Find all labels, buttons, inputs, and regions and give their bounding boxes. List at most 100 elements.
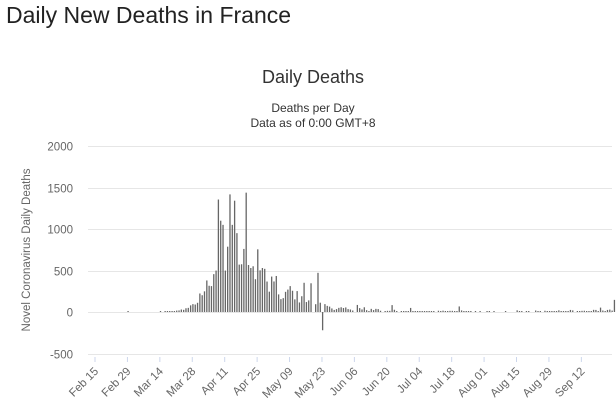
bar[interactable] [296,291,298,312]
bar[interactable] [176,310,178,312]
bar[interactable] [127,311,129,312]
bar[interactable] [375,308,377,312]
bar[interactable] [451,310,453,312]
bar[interactable] [400,311,403,312]
bar[interactable] [393,309,396,312]
bar[interactable] [409,307,412,312]
bar[interactable] [447,311,449,312]
bar[interactable] [528,311,530,312]
bar[interactable] [277,294,280,312]
bar[interactable] [347,309,349,313]
bar[interactable] [356,304,359,312]
bar[interactable] [389,310,391,312]
bar[interactable] [340,307,342,312]
bar[interactable] [166,311,169,312]
bar[interactable] [599,307,602,312]
bar[interactable] [236,233,238,312]
bar[interactable] [363,307,365,312]
bar[interactable] [359,308,361,312]
bar[interactable] [321,312,324,331]
bar[interactable] [189,305,192,312]
bar[interactable] [544,310,546,312]
bar[interactable] [604,311,606,312]
bar[interactable] [488,311,491,312]
bar[interactable] [581,310,583,312]
bar[interactable] [257,249,259,312]
bar[interactable] [460,310,463,312]
bar[interactable] [423,311,426,312]
bar[interactable] [565,311,567,312]
bar[interactable] [183,309,185,312]
bar[interactable] [567,311,569,312]
bar[interactable] [206,280,208,312]
bar[interactable] [588,311,590,312]
bar[interactable] [407,311,409,312]
bar[interactable] [379,310,382,312]
bar[interactable] [521,311,523,312]
bar[interactable] [342,308,345,312]
bar[interactable] [569,309,572,313]
bar[interactable] [238,264,240,312]
bar[interactable] [576,311,579,312]
bar[interactable] [291,290,294,312]
bar[interactable] [365,310,368,312]
bar[interactable] [201,295,203,312]
bar[interactable] [245,192,247,312]
bar[interactable] [546,311,548,312]
bar[interactable] [553,311,555,312]
bar[interactable] [384,311,386,312]
bar[interactable] [421,311,423,312]
bar[interactable] [493,311,495,312]
bar[interactable] [426,311,428,312]
bar[interactable] [583,310,585,312]
bar[interactable] [247,265,250,312]
bar[interactable] [349,309,352,312]
bar[interactable] [611,310,613,312]
bar[interactable] [470,311,472,312]
bar[interactable] [590,311,592,312]
bar[interactable] [231,224,233,312]
bar[interactable] [280,299,282,312]
bar[interactable] [305,302,308,312]
bar[interactable] [180,309,182,312]
bar[interactable] [317,272,319,312]
bar[interactable] [458,306,460,312]
bar[interactable] [595,309,597,313]
bar[interactable] [486,311,488,312]
bar[interactable] [194,304,196,312]
bar[interactable] [222,224,224,312]
bar[interactable] [173,311,176,312]
bar[interactable] [298,302,301,312]
bar[interactable] [504,311,507,312]
bar[interactable] [328,306,331,313]
bar[interactable] [437,310,440,312]
bar[interactable] [467,311,470,312]
bar[interactable] [333,309,335,313]
bar[interactable] [169,311,171,312]
bar[interactable] [213,274,215,312]
bar[interactable] [294,299,296,312]
bar[interactable] [372,310,375,312]
bar[interactable] [613,299,616,312]
bar[interactable] [240,264,243,312]
bar[interactable] [271,276,273,312]
bar[interactable] [164,311,166,312]
bar[interactable] [287,289,289,312]
bar[interactable] [273,281,275,312]
bar[interactable] [518,311,521,312]
bar[interactable] [284,291,287,312]
bar[interactable] [308,300,310,312]
bar[interactable] [537,311,539,312]
bar[interactable] [442,310,444,312]
bar[interactable] [268,291,270,313]
bar[interactable] [597,311,599,312]
bar[interactable] [377,309,379,313]
bar[interactable] [187,307,189,312]
bar[interactable] [250,268,252,312]
bar[interactable] [428,311,430,312]
bar[interactable] [606,309,609,313]
bar[interactable] [301,296,303,312]
bar[interactable] [254,279,257,312]
bar[interactable] [444,311,447,312]
bar[interactable] [361,309,363,312]
